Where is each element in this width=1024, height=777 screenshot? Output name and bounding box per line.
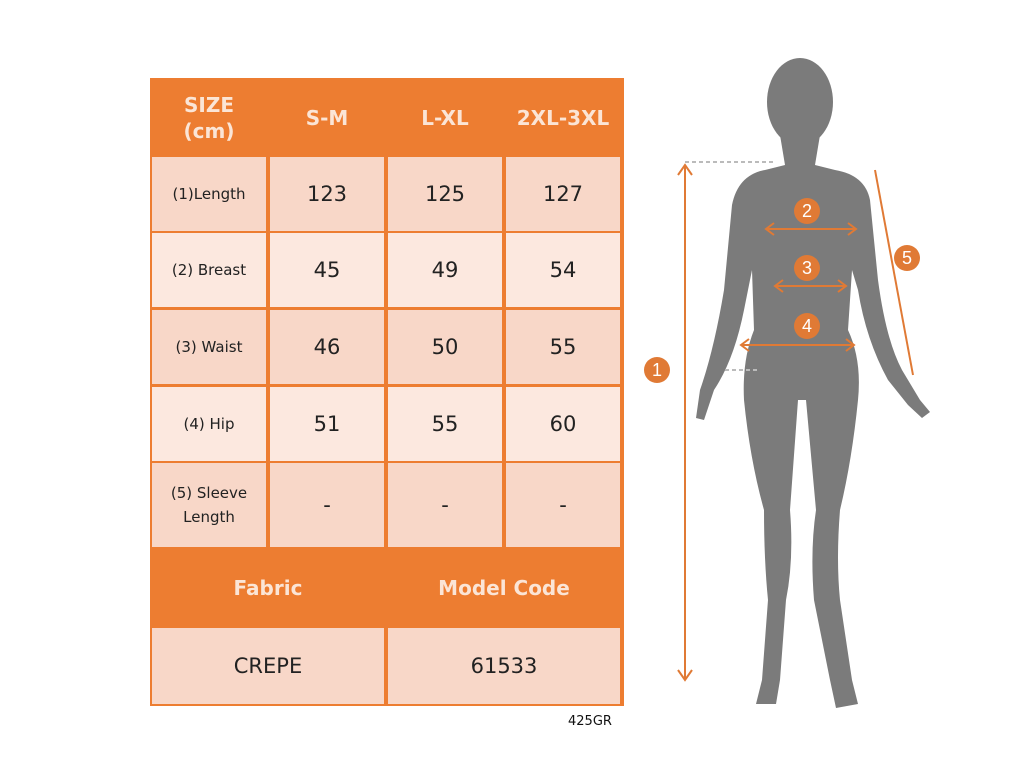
size-value: 123 (270, 157, 384, 231)
size-value: 51 (270, 387, 384, 461)
header-cell: SIZE (cm) (183, 92, 235, 143)
marker-1: 1 (652, 360, 662, 380)
size-value: - (506, 463, 620, 547)
size-value: - (388, 463, 502, 547)
size-value: 45 (270, 233, 384, 307)
header-cell: L-XL (421, 105, 469, 130)
size-value: 49 (388, 233, 502, 307)
size-value: 54 (506, 233, 620, 307)
size-value: 55 (388, 387, 502, 461)
size-value: 60 (506, 387, 620, 461)
size-value: 55 (506, 310, 620, 384)
body-measurement-diagram: 1 2 3 4 5 (644, 58, 930, 708)
model-code-value: 61533 (388, 628, 620, 704)
measurement-markers (644, 198, 920, 383)
row-label: (1)Length (152, 157, 266, 231)
row-label: (5) Sleeve Length (152, 463, 266, 547)
size-chart-table: SIZE (cm) S-M L-XL 2XL-3XL (1)Length 123 125 12… (150, 78, 624, 706)
size-value: 125 (388, 157, 502, 231)
size-value: - (270, 463, 384, 547)
row-label: (4) Hip (152, 387, 266, 461)
size-value: 50 (388, 310, 502, 384)
marker-3: 3 (802, 258, 812, 278)
woman-silhouette (696, 58, 930, 708)
model-code-header: Model Code (438, 576, 570, 600)
size-value: 46 (270, 310, 384, 384)
row-label: (2) Breast (152, 233, 266, 307)
marker-5: 5 (902, 248, 912, 268)
marker-2: 2 (802, 201, 812, 221)
product-code: 425GR (568, 714, 612, 729)
header-cell: 2XL-3XL (516, 105, 610, 130)
row-label: (3) Waist (152, 310, 266, 384)
size-value: 127 (506, 157, 620, 231)
header-cell: S-M (305, 105, 349, 130)
fabric-value: CREPE (152, 628, 384, 704)
fabric-header: Fabric (233, 576, 303, 600)
marker-4: 4 (802, 316, 812, 336)
